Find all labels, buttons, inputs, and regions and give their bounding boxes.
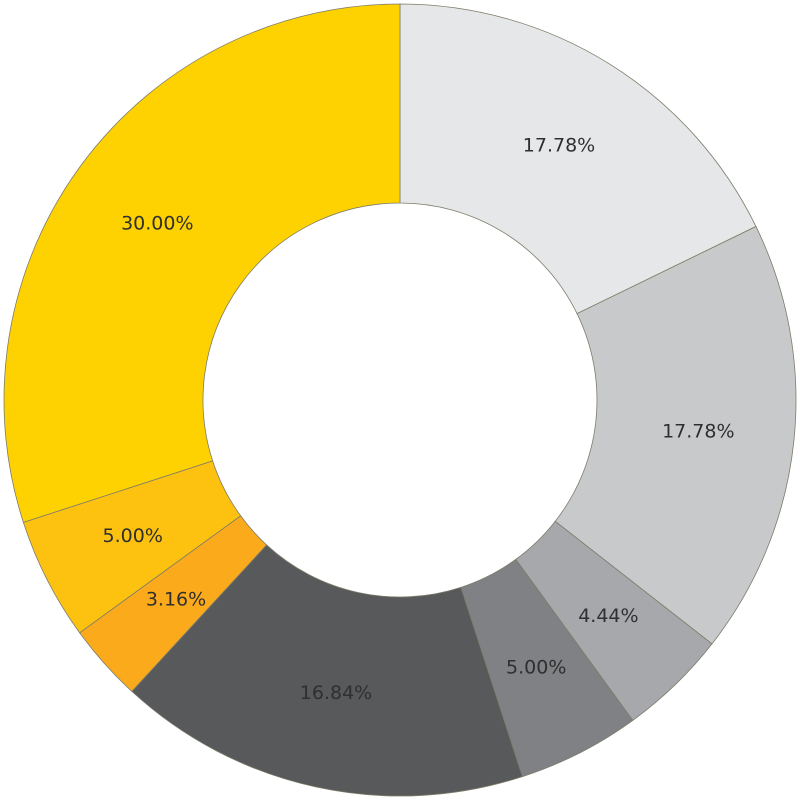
slice-label-6: 3.16% [146, 589, 206, 611]
slice-1 [399, 3, 757, 315]
slice-label-2: 17.78% [662, 420, 734, 442]
slice-label-4: 5.00% [506, 656, 566, 678]
slice-8 [3, 3, 401, 523]
labels-layer: 17.78% 17.78% 4.44% 5.00% 16.84% 3.16% 5.00% 30… [103, 135, 735, 704]
slice-5 [131, 544, 523, 797]
slice-label-1: 17.78% [523, 135, 595, 157]
slice-label-3: 4.44% [578, 605, 638, 627]
slices-layer [3, 3, 797, 797]
slice-2 [554, 225, 797, 645]
slice-label-8: 30.00% [121, 213, 193, 235]
slice-label-7: 5.00% [103, 525, 163, 547]
slice-label-5: 16.84% [300, 682, 372, 704]
